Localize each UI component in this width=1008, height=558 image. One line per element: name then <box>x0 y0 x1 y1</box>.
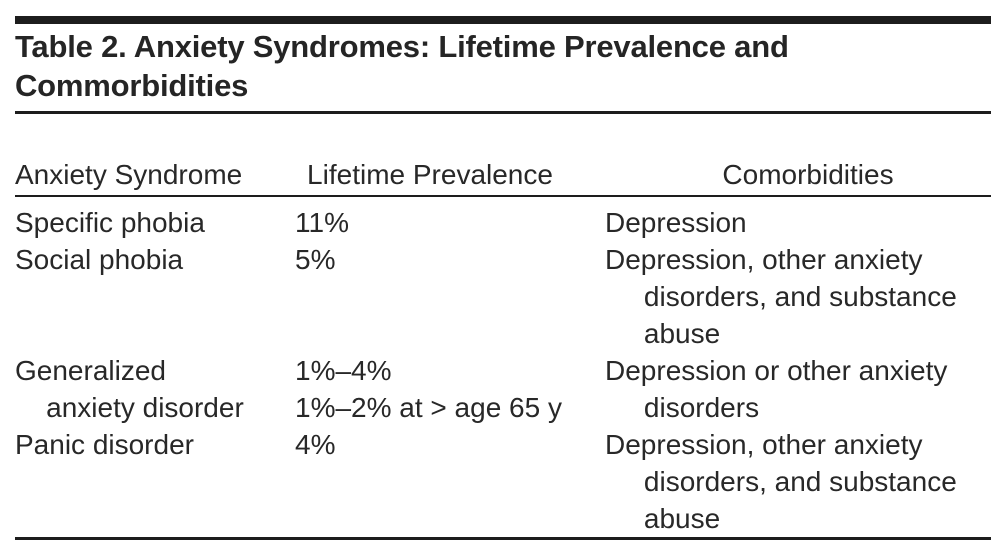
comorbidities-cell: Depression, other anxiety disorders, and… <box>605 244 957 349</box>
table-header-row: Anxiety Syndrome Lifetime Prevalence Com… <box>15 156 991 193</box>
syndrome-cell: Specific phobia <box>15 207 205 238</box>
column-header-comorbidities: Comorbidities <box>722 159 894 190</box>
syndrome-cell: Panic disorder <box>15 429 194 460</box>
table-top-bar <box>15 16 991 24</box>
prevalence-cell: 5% <box>295 244 336 275</box>
header-divider-rule <box>15 195 991 197</box>
prevalence-cell: 11% <box>295 207 349 238</box>
comorbidities-cell: Depression, other anxiety disorders, and… <box>605 429 957 534</box>
column-header-lifetime-prevalence: Lifetime Prevalence <box>307 159 553 190</box>
table-row-generalized-anxiety-disorder: Generalized anxiety disorder 1%–4% 1%–2%… <box>15 352 991 426</box>
comorbidities-cell: Depression or other anxiety disorders <box>605 355 948 423</box>
table-bottom-rule <box>15 537 991 540</box>
column-header-anxiety-syndrome: Anxiety Syndrome <box>15 159 243 190</box>
table-2-container: Table 2. Anxiety Syndromes: Lifetime Pre… <box>15 16 991 540</box>
syndrome-cell: Social phobia <box>15 244 184 275</box>
table-body: Specific phobia 11% Depression Social ph… <box>15 197 991 537</box>
prevalence-cell: 4% <box>295 429 336 460</box>
table-row-social-phobia: Social phobia 5% Depression, other anxie… <box>15 241 991 352</box>
title-divider-rule <box>15 111 991 114</box>
table-row-specific-phobia: Specific phobia 11% Depression <box>15 204 991 241</box>
prevalence-cell: 1%–4% 1%–2% at > age 65 y <box>295 355 562 423</box>
syndrome-cell: Generalized anxiety disorder <box>15 355 244 423</box>
table-title: Table 2. Anxiety Syndromes: Lifetime Pre… <box>15 29 789 103</box>
comorbidities-cell: Depression <box>605 207 747 238</box>
table-row-panic-disorder: Panic disorder 4% Depression, other anxi… <box>15 426 991 537</box>
